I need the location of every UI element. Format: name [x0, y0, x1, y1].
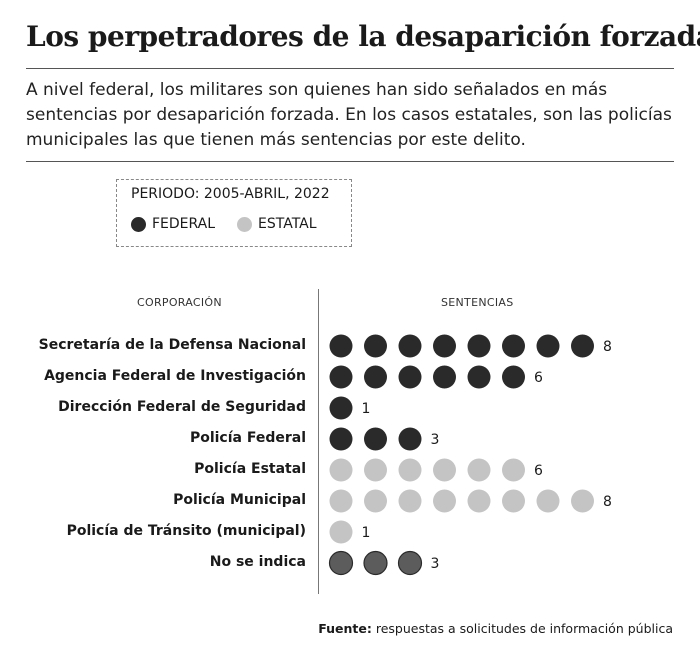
sentence-dot: [364, 489, 387, 513]
category-label: Policía de Tránsito (municipal): [66, 523, 306, 539]
subtitle-divider: [26, 161, 674, 162]
sentence-dot: [329, 489, 353, 513]
legend-estatal-label: ESTATAL: [258, 216, 317, 232]
value-label: 8: [603, 494, 612, 510]
sentence-dot: [363, 550, 388, 576]
sentence-dot: [398, 334, 422, 358]
sentence-dot: [328, 550, 354, 576]
title-divider: [26, 68, 674, 69]
sentence-dot: [571, 489, 594, 513]
value-label: 6: [534, 370, 543, 386]
sentence-dot: [502, 365, 525, 389]
sentence-dot: [433, 365, 456, 389]
legend-period: PERIODO: 2005-ABRIL, 2022: [131, 186, 330, 202]
value-label: 8: [603, 339, 612, 355]
column-header-corporacion: CORPORACIÓN: [137, 296, 222, 309]
sentence-dot: [467, 489, 491, 513]
sentence-dot: [467, 365, 491, 389]
sentence-dot: [329, 365, 353, 389]
sentence-dot: [502, 489, 525, 513]
category-label: Policía Estatal: [194, 461, 306, 477]
value-label: 3: [431, 556, 440, 572]
sentence-dot: [398, 489, 422, 513]
sentence-dot: [364, 334, 387, 358]
value-label: 1: [362, 525, 371, 541]
legend-federal-dot: [131, 216, 146, 232]
sentence-dot: [364, 365, 387, 389]
sentence-dot: [536, 334, 560, 358]
sentence-dot: [571, 334, 594, 358]
column-divider: [318, 289, 319, 594]
source-note: Fuente: respuestas a solicitudes de info…: [318, 621, 673, 636]
sentence-dot: [398, 427, 422, 451]
value-label: 6: [534, 463, 543, 479]
sentence-dot: [329, 520, 353, 544]
source-text: respuestas a solicitudes de información …: [375, 621, 673, 636]
category-label: Dirección Federal de Seguridad: [58, 399, 306, 415]
chart-subtitle: A nivel federal, los militares son quien…: [26, 80, 672, 150]
value-label: 3: [431, 432, 440, 448]
sentence-dot: [502, 334, 525, 358]
legend-estatal-dot: [237, 216, 252, 232]
category-label: Agencia Federal de Investigación: [44, 368, 306, 384]
sentence-dot: [433, 458, 456, 482]
legend-box: PERIODO: 2005-ABRIL, 2022 FEDERAL ESTATA…: [116, 179, 352, 247]
sentence-dot: [398, 458, 422, 482]
source-label: Fuente:: [318, 621, 372, 636]
sentence-dot: [329, 334, 353, 358]
category-label: Policía Federal: [189, 430, 306, 446]
sentence-dot: [398, 365, 422, 389]
sentence-dot: [467, 334, 491, 358]
category-label: Policía Municipal: [173, 492, 306, 508]
column-header-sentencias: SENTENCIAS: [441, 296, 514, 309]
sentence-dot: [536, 489, 560, 513]
category-label: Secretaría de la Defensa Nacional: [38, 337, 306, 353]
value-label: 1: [362, 401, 371, 417]
sentence-dot: [397, 550, 423, 576]
sentence-dot: [433, 334, 456, 358]
legend-estatal: ESTATAL: [237, 216, 317, 232]
sentence-dot: [329, 396, 353, 420]
category-label: No se indica: [209, 554, 306, 570]
sentence-dot: [329, 427, 353, 451]
sentence-dot: [433, 489, 456, 513]
chart-title: Los perpetradores de la desaparición for…: [26, 20, 700, 53]
sentence-dot: [502, 458, 525, 482]
sentence-dot: [364, 427, 387, 451]
sentence-dot: [467, 458, 491, 482]
sentence-dot: [329, 458, 353, 482]
legend-federal-label: FEDERAL: [152, 216, 216, 232]
legend-federal: FEDERAL: [131, 216, 215, 232]
sentence-dot: [364, 458, 387, 482]
